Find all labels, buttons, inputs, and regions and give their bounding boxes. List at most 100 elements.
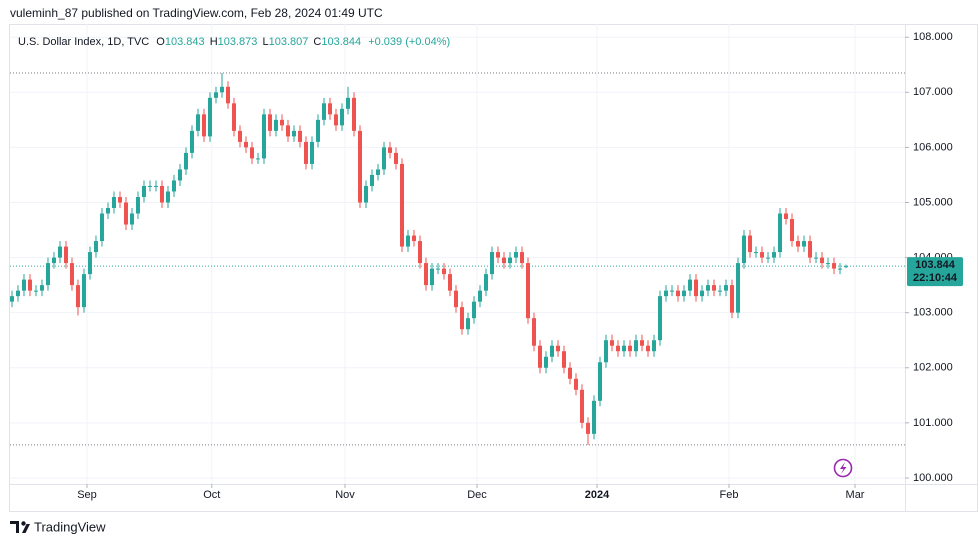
legend-value: 103.843	[165, 36, 205, 48]
alert-icon[interactable]	[833, 458, 853, 478]
candle-body	[520, 252, 525, 264]
candle-body	[502, 257, 507, 264]
legend-key: L	[262, 36, 268, 48]
candle-body	[315, 119, 320, 142]
candle-body	[550, 345, 555, 357]
candle-body	[27, 279, 32, 291]
candle-body	[105, 208, 110, 214]
candle-body	[57, 246, 62, 258]
candle-body	[718, 290, 723, 292]
candle-body	[562, 351, 567, 368]
candles	[9, 73, 849, 445]
candle-body	[814, 257, 819, 259]
candle-body	[45, 263, 50, 286]
y-tick-label: 106.000	[913, 141, 953, 153]
tradingview-logo[interactable]: TradingView	[10, 519, 106, 534]
candle-body	[592, 400, 597, 434]
candle-body	[640, 340, 645, 346]
y-tick-label: 102.000	[913, 362, 953, 374]
candle-body	[496, 252, 501, 258]
legend-value: 103.807	[269, 36, 309, 48]
candle-body	[351, 97, 356, 131]
candle-body	[694, 279, 699, 297]
candle-body	[63, 246, 68, 264]
candle-body	[754, 252, 759, 254]
candle-body	[153, 185, 158, 187]
candle-body	[544, 356, 549, 368]
candle-body	[453, 290, 458, 308]
candle-body	[441, 268, 446, 275]
candle-body	[195, 114, 200, 131]
candle-body	[766, 257, 771, 259]
candle-body	[147, 185, 152, 187]
candle-body	[646, 345, 651, 352]
candle-body	[484, 274, 489, 291]
candle-body	[261, 114, 266, 159]
legend-key: O	[156, 36, 165, 48]
candle-body	[363, 185, 368, 203]
candle-body	[447, 274, 452, 291]
candle-body	[838, 268, 843, 270]
candle-body	[580, 389, 585, 423]
candle-body	[129, 213, 134, 225]
candle-body	[574, 378, 579, 390]
candle-body	[273, 119, 278, 131]
alert-bolt	[840, 462, 847, 474]
candle-body	[616, 345, 621, 352]
candle-body	[219, 86, 224, 93]
candle-body	[760, 252, 765, 258]
candle-body	[387, 147, 392, 153]
candle-body	[33, 290, 38, 292]
candle-body	[165, 191, 170, 203]
candle-body	[81, 274, 86, 308]
candle-body	[297, 130, 302, 142]
candle-body	[742, 235, 747, 264]
candle-body	[688, 279, 693, 291]
candle-body	[724, 285, 729, 291]
candle-body	[628, 345, 633, 352]
price-label: 103.844	[915, 259, 956, 271]
candle-body	[598, 362, 603, 401]
candle-body	[189, 130, 194, 153]
candle-body	[508, 257, 513, 264]
candle-body	[243, 141, 248, 148]
candle-body	[700, 290, 705, 297]
candle-body	[237, 130, 242, 142]
candle-body	[808, 241, 813, 258]
candle-body	[303, 141, 308, 164]
candle-body	[460, 307, 465, 330]
candle-body	[423, 263, 428, 286]
candle-body	[249, 147, 254, 159]
candle-body	[748, 235, 753, 253]
candle-body	[225, 86, 230, 104]
candle-body	[177, 169, 182, 181]
candle-body	[321, 103, 326, 120]
candle-body	[405, 235, 410, 247]
candle-body	[832, 263, 837, 269]
logo-dot	[21, 521, 26, 526]
candle-body	[69, 263, 74, 286]
candle-body	[538, 345, 543, 368]
candle-body	[634, 340, 639, 352]
candle-body	[472, 301, 477, 319]
candle-body	[622, 345, 627, 352]
candle-body	[207, 97, 212, 137]
candle-body	[802, 241, 807, 247]
y-tick-label: 105.000	[913, 196, 953, 208]
candle-body	[327, 103, 332, 115]
candle-body	[784, 213, 789, 220]
brand: TradingView	[34, 519, 106, 534]
candle-body	[658, 296, 663, 341]
candle-body	[9, 296, 14, 302]
price-label-box	[907, 257, 963, 287]
y-tick-label: 103.000	[913, 307, 953, 319]
legend: U.S. Dollar Index, 1D, TVC O103.843 H103…	[18, 36, 450, 48]
candle-body	[381, 147, 386, 170]
candle-body	[117, 196, 122, 203]
candle-body	[51, 257, 56, 264]
candle-body	[532, 318, 537, 346]
candle-body	[123, 202, 128, 225]
